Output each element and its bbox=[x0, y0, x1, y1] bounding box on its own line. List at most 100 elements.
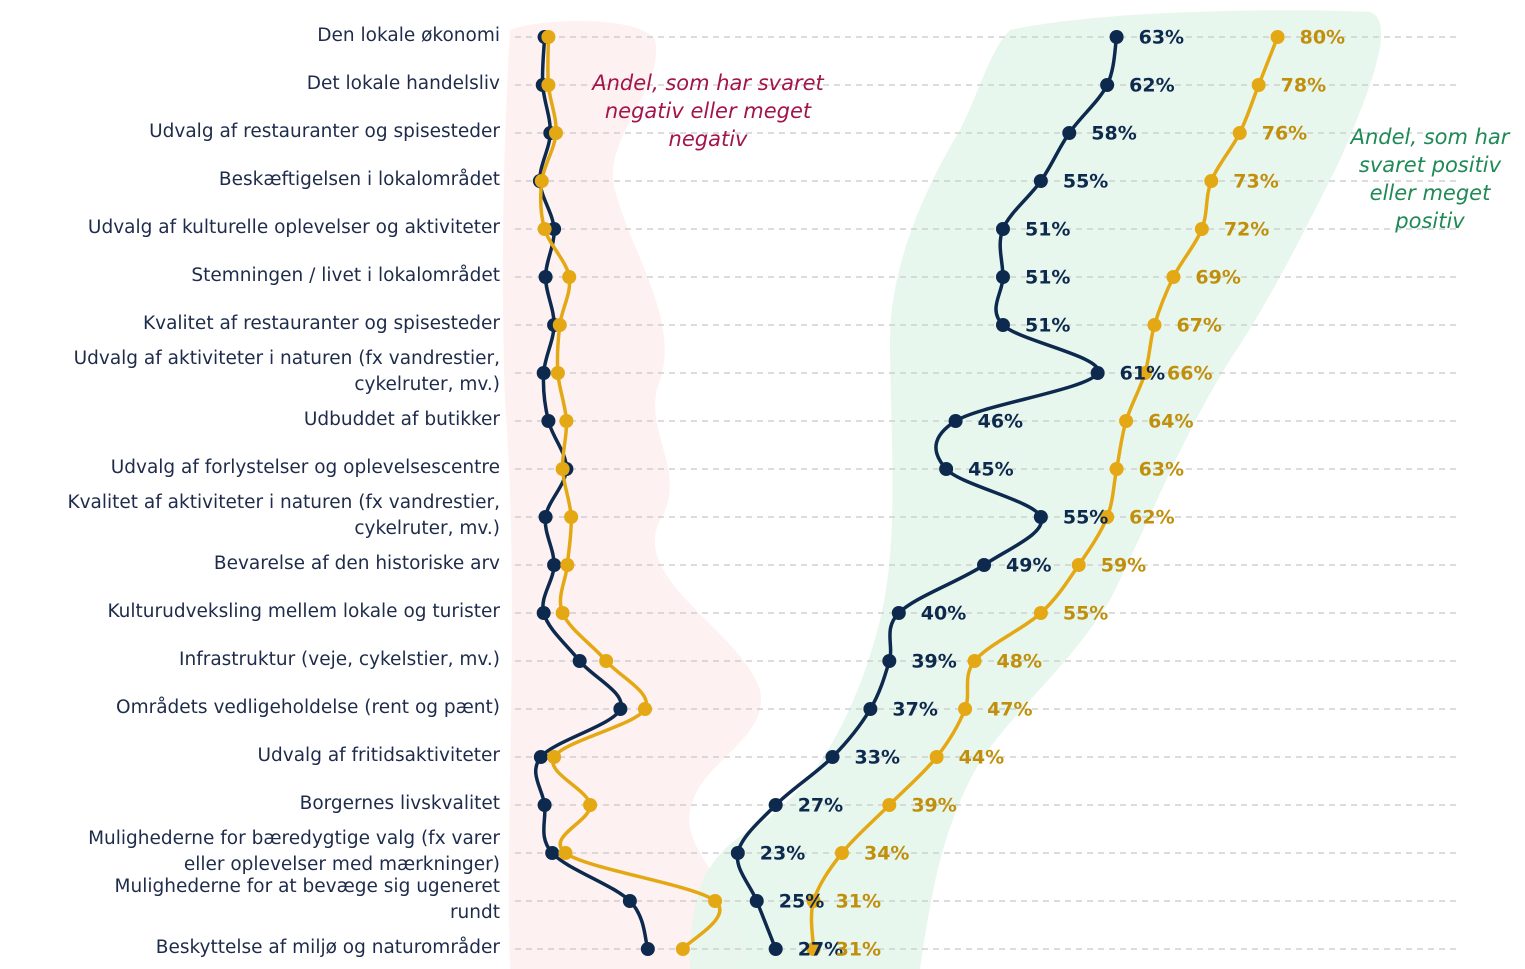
data-point bbox=[564, 510, 579, 524]
value-label: 51% bbox=[1025, 315, 1070, 337]
series-line bbox=[538, 36, 722, 951]
data-point bbox=[675, 942, 690, 956]
data-point bbox=[1033, 510, 1048, 524]
category-line: Områdets vedligeholdelse (rent og pænt) bbox=[116, 697, 500, 718]
annotation-line: positiv bbox=[1394, 209, 1465, 233]
data-point bbox=[640, 942, 655, 956]
negative-band bbox=[502, 20, 761, 969]
category-line: Mulighederne for at bevæge sig ugeneret bbox=[115, 876, 500, 897]
data-point bbox=[562, 270, 577, 284]
category-label: Mulighederne for at bevæge sig ugeneret r… bbox=[115, 876, 500, 923]
data-point bbox=[538, 270, 553, 284]
data-point bbox=[977, 558, 992, 572]
value-label: 80% bbox=[1300, 27, 1345, 49]
data-point bbox=[537, 798, 552, 812]
data-point bbox=[825, 750, 840, 764]
data-point bbox=[1109, 30, 1124, 44]
data-point bbox=[834, 846, 849, 860]
value-label: 69% bbox=[1195, 267, 1240, 289]
category-line: Udvalg af aktiviteter i naturen (fx vand… bbox=[74, 348, 500, 369]
data-point bbox=[555, 606, 570, 620]
data-point bbox=[863, 702, 878, 716]
value-label: 39% bbox=[911, 795, 956, 817]
data-point bbox=[1251, 78, 1266, 92]
value-label: 62% bbox=[1129, 507, 1174, 529]
data-point bbox=[572, 654, 587, 668]
annotation-line: negativ eller meget bbox=[605, 99, 812, 123]
value-label: 46% bbox=[978, 411, 1023, 433]
data-point bbox=[1033, 606, 1048, 620]
value-label: 63% bbox=[1139, 27, 1184, 49]
data-point bbox=[730, 846, 745, 860]
data-point bbox=[536, 606, 551, 620]
data-point bbox=[1147, 318, 1162, 332]
category-line: Beskyttelse af miljø og naturområder bbox=[156, 937, 501, 958]
value-label: 76% bbox=[1262, 123, 1307, 145]
value-label: 31% bbox=[836, 939, 881, 961]
data-point bbox=[768, 942, 783, 956]
value-label: 66% bbox=[1167, 363, 1212, 385]
category-line: Stemningen / livet i lokalområdet bbox=[191, 265, 500, 286]
category-label: Infrastruktur (veje, cykelstier, mv.) bbox=[179, 649, 500, 670]
category-label: Udvalg af aktiviteter i naturen (fx vand… bbox=[74, 348, 500, 395]
positive-band bbox=[690, 10, 1382, 969]
data-point bbox=[613, 702, 628, 716]
category-line: Borgernes livskvalitet bbox=[300, 793, 500, 814]
data-point bbox=[995, 270, 1010, 284]
data-point bbox=[548, 126, 563, 140]
category-label: Mulighederne for bæredygtige valg (fx va… bbox=[88, 828, 500, 875]
value-label: 40% bbox=[921, 603, 966, 625]
data-point bbox=[547, 750, 562, 764]
value-label: 39% bbox=[911, 651, 956, 673]
data-point bbox=[552, 318, 567, 332]
data-point bbox=[1109, 462, 1124, 476]
value-label: 33% bbox=[855, 747, 900, 769]
data-point bbox=[583, 798, 598, 812]
category-line: Udvalg af forlystelser og oplevelsescent… bbox=[111, 457, 500, 478]
value-label: 34% bbox=[864, 843, 909, 865]
data-point bbox=[550, 366, 565, 380]
data-point bbox=[538, 510, 553, 524]
category-label: Det lokale handelsliv bbox=[307, 73, 500, 94]
data-point bbox=[1071, 558, 1086, 572]
category-line: Udbuddet af butikker bbox=[304, 409, 500, 430]
value-label: 59% bbox=[1101, 555, 1146, 577]
category-line: Kvalitet af aktiviteter i naturen (fx va… bbox=[67, 492, 500, 513]
data-point bbox=[541, 414, 556, 428]
value-label: 25% bbox=[779, 891, 824, 913]
value-label: 61% bbox=[1120, 363, 1165, 385]
data-point bbox=[537, 222, 552, 236]
value-label: 73% bbox=[1233, 171, 1278, 193]
annotation-line: Andel, som har bbox=[1349, 125, 1511, 149]
category-line: eller oplevelser med mærkninger) bbox=[184, 854, 500, 875]
data-point bbox=[939, 462, 954, 476]
category-label: Områdets vedligeholdelse (rent og pænt) bbox=[116, 697, 500, 718]
data-point bbox=[929, 750, 944, 764]
category-label: Kvalitet af aktiviteter i naturen (fx va… bbox=[67, 492, 500, 539]
category-line: Infrastruktur (veje, cykelstier, mv.) bbox=[179, 649, 500, 670]
data-point bbox=[891, 606, 906, 620]
data-point bbox=[536, 366, 551, 380]
value-label: 64% bbox=[1148, 411, 1193, 433]
category-label: Beskyttelse af miljø og naturområder bbox=[156, 937, 501, 958]
data-point bbox=[882, 798, 897, 812]
series-line bbox=[735, 36, 1119, 950]
category-label: Udbuddet af butikker bbox=[304, 409, 500, 430]
value-label: 78% bbox=[1281, 75, 1326, 97]
annotation-line: negativ bbox=[669, 127, 748, 151]
value-label: 72% bbox=[1224, 219, 1269, 241]
data-point bbox=[1062, 126, 1077, 140]
data-point bbox=[545, 846, 560, 860]
category-line: rundt bbox=[450, 902, 500, 923]
category-line: Mulighederne for bæredygtige valg (fx va… bbox=[88, 828, 500, 849]
category-label: Kulturudveksling mellem lokale og turist… bbox=[107, 601, 500, 622]
value-label: 49% bbox=[1006, 555, 1051, 577]
category-label: Udvalg af restauranter og spisesteder bbox=[149, 121, 500, 142]
category-line: Det lokale handelsliv bbox=[307, 73, 500, 94]
data-point bbox=[1194, 222, 1209, 236]
value-label: 55% bbox=[1063, 507, 1108, 529]
data-point bbox=[622, 894, 637, 908]
category-label: Bevarelse af den historiske arv bbox=[214, 553, 500, 574]
value-label: 58% bbox=[1091, 123, 1136, 145]
